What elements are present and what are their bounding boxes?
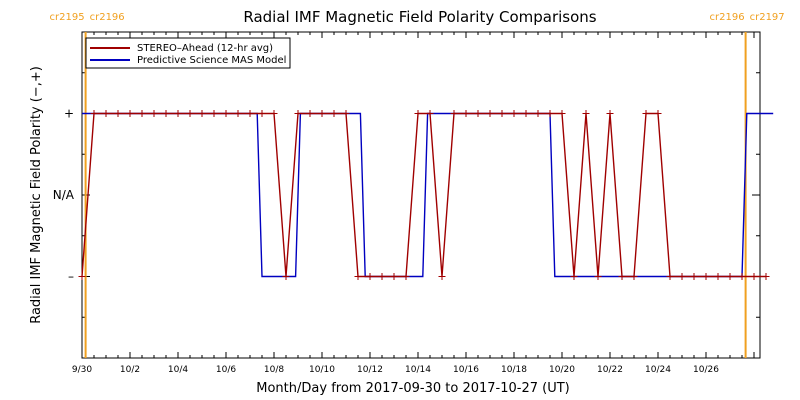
carrington-label-left: cr2196: [710, 12, 745, 23]
series-line-0: [81, 112, 766, 278]
legend: STEREO–Ahead (12-hr avg) Predictive Scie…: [85, 37, 291, 69]
data-point-marker: [174, 110, 182, 117]
data-point-marker: [474, 110, 482, 117]
x-tick-label: 10/16: [453, 365, 479, 375]
data-point-marker: [702, 273, 710, 280]
data-point-marker: [498, 110, 506, 117]
data-point-marker: [414, 110, 422, 117]
data-point-marker: [354, 273, 362, 280]
legend-box: [85, 37, 291, 69]
data-point-marker: [630, 273, 638, 280]
data-point-marker: [486, 110, 494, 117]
data-point-marker: [714, 273, 722, 280]
y-tick-label: N/A: [53, 188, 75, 202]
legend-label-model: Predictive Science MAS Model: [137, 55, 286, 66]
data-point-marker: [270, 110, 278, 117]
data-point-marker: [402, 273, 410, 280]
data-point-marker: [234, 110, 242, 117]
x-tick-label: 10/10: [309, 365, 335, 375]
data-point-marker: [366, 273, 374, 280]
y-axis-label: Radial IMF Magnetic Field Polarity (−,+): [29, 66, 44, 324]
x-tick-label: 10/14: [405, 365, 431, 375]
data-point-marker: [558, 110, 566, 117]
y-axis-ticks: + N/A –: [53, 31, 760, 359]
data-point-marker: [642, 110, 650, 117]
carrington-label-right: cr2197: [750, 12, 785, 23]
data-point-marker: [282, 273, 290, 280]
data-point-marker: [198, 110, 206, 117]
chart-title: Radial IMF Magnetic Field Polarity Compa…: [243, 8, 596, 26]
data-point-marker: [546, 110, 554, 117]
data-point-marker: [678, 273, 686, 280]
x-axis-label: Month/Day from 2017-09-30 to 2017-10-27 …: [256, 381, 569, 396]
data-point-marker: [390, 273, 398, 280]
data-point-marker: [582, 110, 590, 117]
data-point-marker: [690, 273, 698, 280]
plot-frame: [81, 31, 761, 359]
data-point-marker: [114, 110, 122, 117]
data-point-marker: [330, 110, 338, 117]
data-point-marker: [102, 110, 110, 117]
y-tick-label: –: [68, 270, 74, 284]
x-tick-label: 10/18: [501, 365, 527, 375]
data-point-marker: [126, 110, 134, 117]
legend-label-stereo: STEREO–Ahead (12-hr avg): [137, 43, 273, 54]
data-point-marker: [654, 110, 662, 117]
x-tick-label: 10/20: [549, 365, 575, 375]
data-point-marker: [594, 273, 602, 280]
data-point-marker: [246, 110, 254, 117]
data-point-marker: [618, 273, 626, 280]
data-point-marker: [378, 273, 386, 280]
data-point-marker: [510, 110, 518, 117]
data-point-marker: [726, 273, 734, 280]
x-tick-label: 10/12: [357, 365, 383, 375]
data-point-marker: [222, 110, 230, 117]
series-line-1: [82, 112, 774, 278]
data-point-marker: [762, 273, 770, 280]
y-tick-label: +: [64, 107, 74, 121]
x-tick-label: 10/24: [645, 365, 671, 375]
data-point-marker: [78, 273, 86, 280]
series-layer: [78, 110, 774, 280]
data-point-marker: [462, 110, 470, 117]
data-point-marker: [210, 110, 218, 117]
data-point-marker: [606, 110, 614, 117]
carrington-markers: cr2195 cr2196 cr2196 cr2197: [50, 12, 785, 358]
x-tick-label: 9/30: [72, 365, 92, 375]
carrington-label-left: cr2195: [50, 12, 85, 23]
x-tick-label: 10/4: [168, 365, 188, 375]
x-axis-ticks: 9/30 10/2 10/4 10/6 10/8 10/10 10/12 10/14 10/16…: [72, 32, 755, 375]
x-tick-label: 10/26: [693, 365, 719, 375]
data-point-marker: [186, 110, 194, 117]
data-point-marker: [534, 110, 542, 117]
data-point-marker: [438, 273, 446, 280]
data-point-marker: [450, 110, 458, 117]
data-point-marker: [570, 273, 578, 280]
data-point-marker: [666, 273, 674, 280]
x-tick-label: 10/8: [264, 365, 284, 375]
data-point-marker: [138, 110, 146, 117]
data-point-marker: [426, 110, 434, 117]
data-point-marker: [306, 110, 314, 117]
x-tick-label: 10/2: [120, 365, 140, 375]
x-tick-label: 10/6: [216, 365, 236, 375]
data-point-marker: [90, 110, 98, 117]
data-point-marker: [522, 110, 530, 117]
data-point-marker: [162, 110, 170, 117]
data-point-marker: [738, 273, 746, 280]
data-point-marker: [318, 110, 326, 117]
data-point-marker: [150, 110, 158, 117]
carrington-label-right: cr2196: [90, 12, 125, 23]
data-point-marker: [750, 273, 758, 280]
x-tick-label: 10/22: [597, 365, 623, 375]
data-point-marker: [294, 110, 302, 117]
data-point-marker: [342, 110, 350, 117]
data-point-marker: [258, 110, 266, 117]
